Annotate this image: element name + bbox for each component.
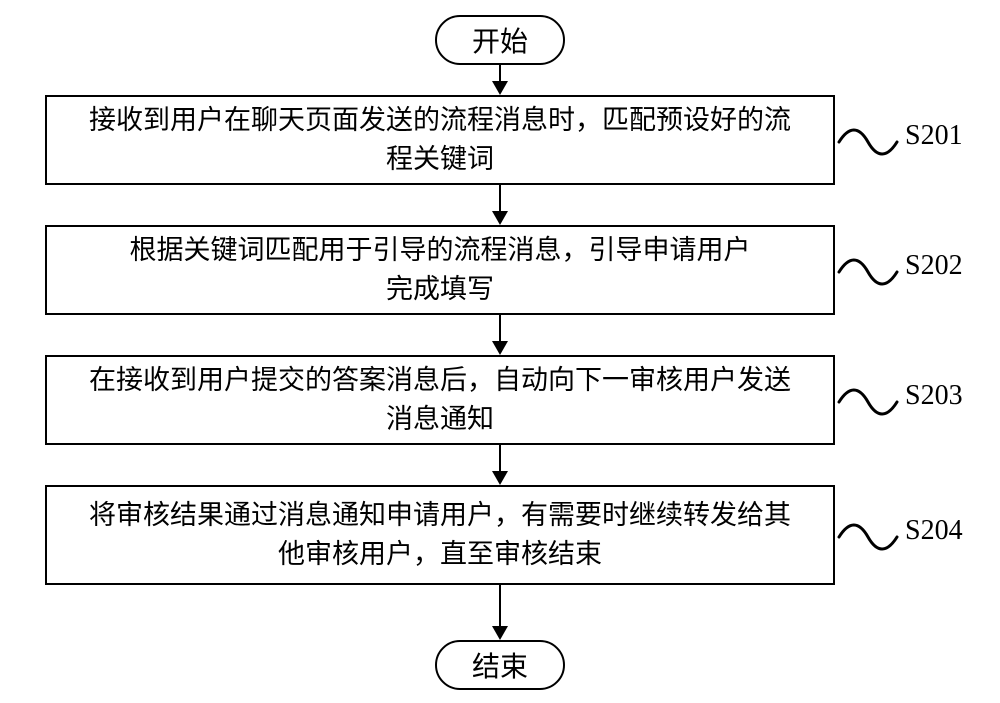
step-box-S203: 在接收到用户提交的答案消息后，自动向下一审核用户发送 消息通知	[45, 355, 835, 445]
step-box-S201: 接收到用户在聊天页面发送的流程消息时，匹配预设好的流 程关键词	[45, 95, 835, 185]
wave-connector-icon	[837, 252, 899, 292]
wave-connector-icon	[837, 517, 899, 557]
wave-connector-icon	[837, 122, 899, 162]
step-label-S202: S202	[905, 250, 963, 282]
terminal-end: 结束	[435, 640, 565, 690]
arrow-line	[499, 185, 501, 213]
step-box-S204: 将审核结果通过消息通知申请用户，有需要时继续转发给其 他审核用户，直至审核结束	[45, 485, 835, 585]
step-text: 根据关键词匹配用于引导的流程消息，引导申请用户 完成填写	[130, 231, 751, 309]
step-text: 接收到用户在聊天页面发送的流程消息时，匹配预设好的流 程关键词	[89, 101, 791, 179]
step-box-S202: 根据关键词匹配用于引导的流程消息，引导申请用户 完成填写	[45, 225, 835, 315]
arrow-line	[499, 585, 501, 628]
arrow-head-icon	[492, 211, 508, 225]
step-text: 将审核结果通过消息通知申请用户，有需要时继续转发给其 他审核用户，直至审核结束	[89, 496, 791, 574]
arrow-head-icon	[492, 626, 508, 640]
step-label-S204: S204	[905, 515, 963, 547]
arrow-head-icon	[492, 341, 508, 355]
terminal-start-label: 开始	[472, 20, 528, 60]
wave-connector-icon	[837, 382, 899, 422]
step-label-S201: S201	[905, 120, 963, 152]
arrow-head-icon	[492, 81, 508, 95]
step-label-S203: S203	[905, 380, 963, 412]
terminal-start: 开始	[435, 15, 565, 65]
arrow-line	[499, 315, 501, 343]
terminal-end-label: 结束	[472, 645, 528, 685]
arrow-line	[499, 445, 501, 473]
flowchart-canvas: 开始 结束 接收到用户在聊天页面发送的流程消息时，匹配预设好的流 程关键词 S20…	[0, 0, 1000, 703]
arrow-head-icon	[492, 471, 508, 485]
step-text: 在接收到用户提交的答案消息后，自动向下一审核用户发送 消息通知	[89, 361, 791, 439]
